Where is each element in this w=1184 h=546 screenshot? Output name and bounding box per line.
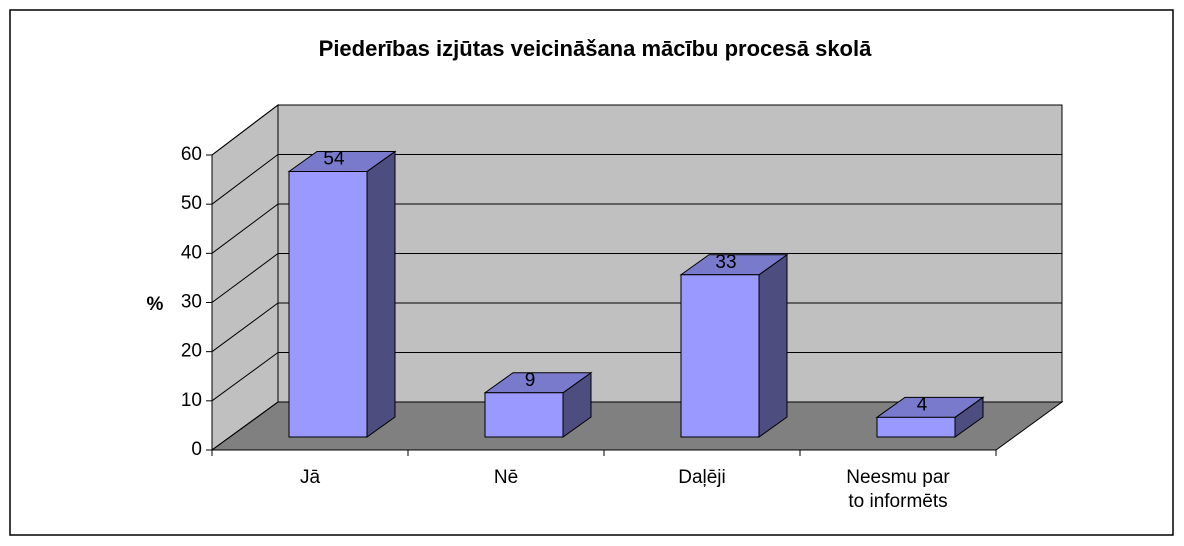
x-tick-label: Nē	[494, 467, 518, 488]
data-label: 54	[323, 149, 345, 170]
bar	[875, 396, 985, 438]
bar-side	[366, 150, 396, 438]
y-tick-label: 60	[181, 144, 202, 165]
grid-line	[211, 352, 1062, 402]
bar-front	[484, 392, 564, 438]
y-tick-label: 40	[181, 242, 202, 263]
y-tick-label: 0	[191, 439, 202, 460]
grid-line	[211, 302, 1062, 353]
x-tick-label: Neesmu par to informēts	[846, 467, 950, 512]
data-label: 4	[917, 394, 928, 415]
grid-line	[211, 203, 1062, 254]
grid-line	[211, 401, 1062, 451]
grid-line	[211, 104, 1062, 156]
bar-side	[758, 253, 788, 438]
bar	[287, 150, 397, 438]
x-tick-label-line: Neesmu par	[846, 467, 950, 488]
y-tick-label: 30	[181, 292, 202, 313]
x-tick-label: Daļēji	[678, 467, 726, 488]
bar-front	[680, 274, 760, 438]
bar-front	[288, 171, 368, 438]
y-axis-label: %	[147, 294, 164, 315]
y-tick-label: 50	[181, 193, 202, 214]
grid-line	[211, 253, 1062, 303]
chart-title: Piederības izjūtas veicināšana mācību pr…	[319, 36, 872, 61]
x-tick-label: Jā	[300, 467, 321, 488]
bar	[483, 371, 593, 438]
data-label: 33	[715, 252, 736, 273]
y-tick-label: 10	[181, 390, 202, 411]
x-tick-label-line: to informēts	[848, 491, 947, 512]
bar	[679, 253, 789, 438]
y-tick-label: 20	[181, 341, 202, 362]
grid-line	[211, 154, 1062, 205]
bar-front	[876, 416, 956, 438]
data-label: 9	[525, 370, 536, 391]
